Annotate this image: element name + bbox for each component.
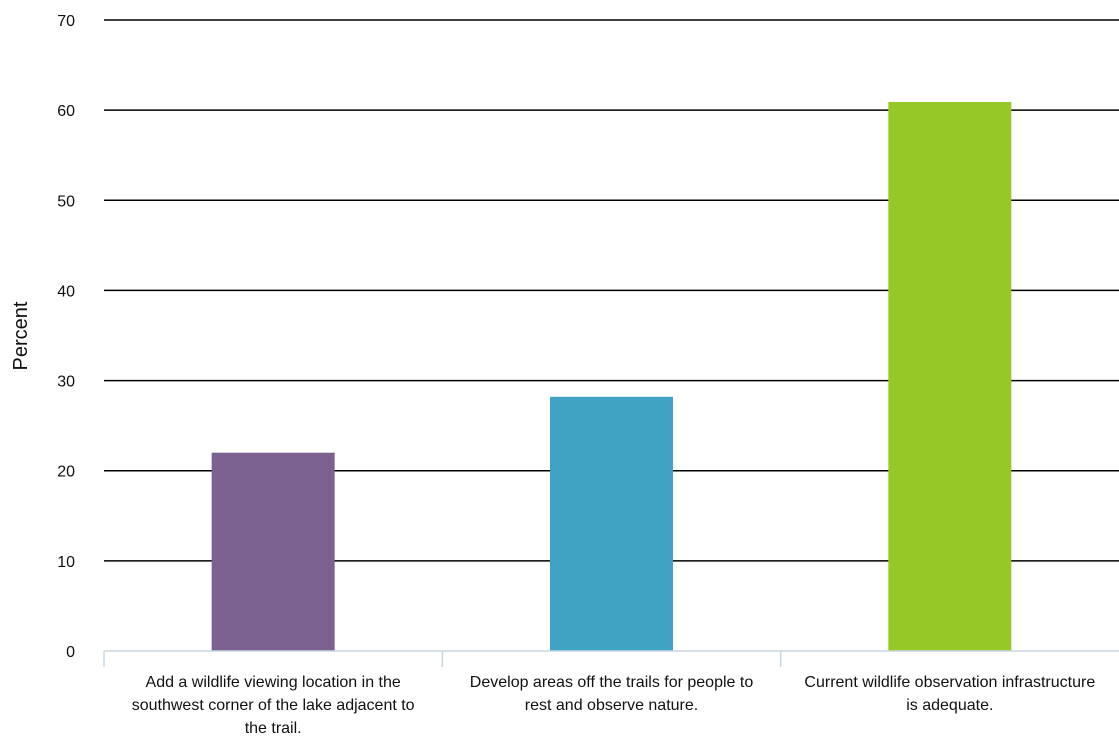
y-tick-label: 40 bbox=[57, 283, 75, 300]
x-axis bbox=[103, 650, 1119, 667]
y-tick-label: 10 bbox=[57, 554, 75, 571]
bars bbox=[211, 102, 1012, 651]
y-tick-label: 60 bbox=[57, 103, 75, 120]
y-tick-label: 0 bbox=[66, 644, 75, 661]
y-axis-ticks: 0 10 20 30 40 50 60 70 bbox=[57, 13, 75, 661]
y-tick-label: 30 bbox=[57, 374, 75, 391]
x-category-label: Develop areas off the trails for people … bbox=[469, 674, 754, 714]
bar bbox=[550, 396, 673, 651]
y-axis-label: Percent bbox=[10, 301, 32, 370]
bar bbox=[888, 102, 1012, 651]
bar bbox=[211, 452, 335, 651]
x-category-label: Add a wildlife viewing location in the s… bbox=[131, 674, 415, 737]
y-tick-label: 50 bbox=[57, 193, 75, 210]
x-category-label: Current wildlife observation infrastruct… bbox=[804, 674, 1096, 714]
y-tick-label: 70 bbox=[57, 13, 75, 30]
y-tick-label: 20 bbox=[57, 464, 75, 481]
